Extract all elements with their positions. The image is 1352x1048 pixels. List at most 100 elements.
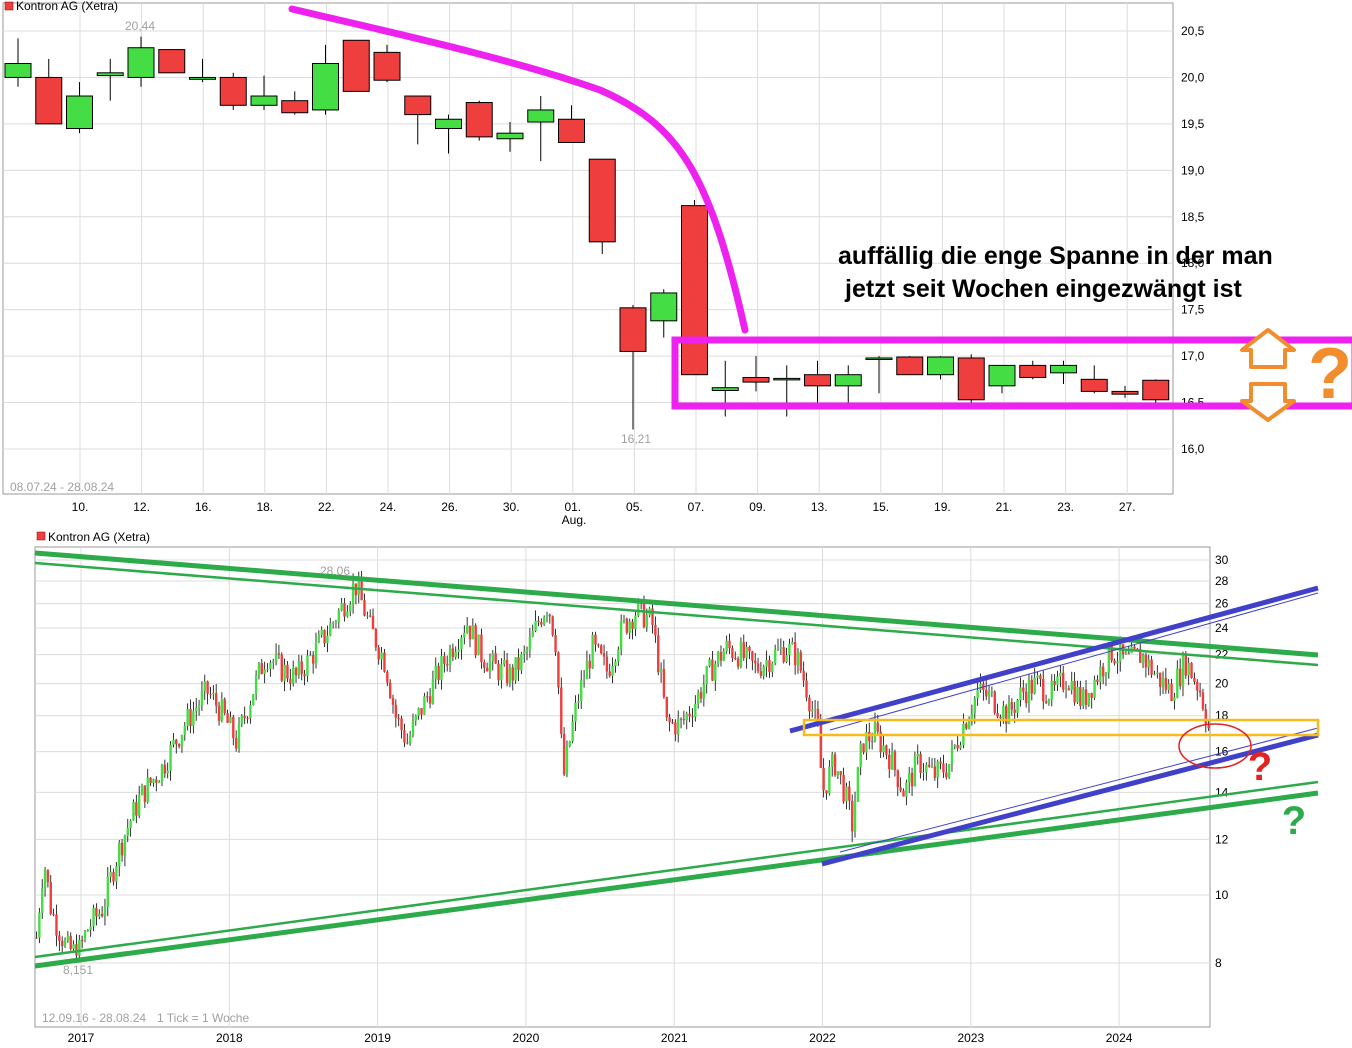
weekly-candle-body — [1099, 666, 1102, 683]
daily-y-ticks: 20,520,019,519,018,518,017,517,016,516,0 — [1181, 24, 1205, 456]
weekly-candle-body — [853, 801, 857, 832]
weekly-candle-body — [745, 646, 748, 658]
weekly-candle-body — [118, 842, 121, 867]
daily-candle-body — [496, 132, 524, 140]
weekly-candle-body — [605, 656, 609, 672]
orange-down-arrow-icon — [1240, 382, 1296, 422]
weekly-low-label: 8,151 — [63, 963, 93, 977]
weekly-candle-body — [534, 620, 537, 631]
weekly-candle-body — [1022, 687, 1025, 692]
blue-lower-channel-line — [821, 732, 1319, 867]
weekly-candle-body — [1079, 686, 1082, 706]
weekly-candle-body — [1053, 681, 1056, 685]
weekly-candle-body — [266, 668, 269, 670]
daily-y-tick-label: 19,0 — [1181, 163, 1205, 177]
weekly-candle-body — [229, 716, 232, 723]
weekly-candle-body — [571, 721, 574, 742]
weekly-candle-body — [480, 634, 483, 663]
daily-candle-body — [558, 118, 585, 143]
daily-candle-body — [1050, 364, 1077, 374]
daily-candle-body — [1080, 378, 1108, 392]
weekly-candle-body — [448, 648, 452, 666]
weekly-candle-body — [1002, 706, 1005, 719]
weekly-y-tick-label: 24 — [1215, 621, 1229, 635]
weekly-candle-body — [1039, 675, 1042, 680]
daily-x-tick-label: 24. — [380, 500, 397, 514]
weekly-candle-body — [591, 634, 594, 669]
weekly-candle-body — [890, 751, 894, 770]
daily-x-tick-label: 01. — [564, 500, 581, 514]
weekly-candle-body — [217, 705, 221, 721]
weekly-candle-body — [286, 664, 289, 679]
weekly-candle-body — [63, 940, 67, 947]
daily-y-tick-label: 20,5 — [1181, 24, 1205, 38]
weekly-candle-body — [1204, 709, 1207, 726]
weekly-candle-body — [1090, 693, 1093, 698]
weekly-candle-body — [910, 772, 914, 787]
weekly-candle-body — [836, 771, 840, 776]
weekly-candle-body — [873, 722, 877, 742]
weekly-candle-body — [993, 691, 996, 713]
weekly-candle-body — [1033, 677, 1036, 694]
weekly-candle-body — [254, 675, 258, 695]
weekly-candle-body — [805, 680, 808, 698]
weekly-candle-body — [146, 777, 149, 803]
daily-candle-body — [957, 357, 985, 401]
weekly-candle-body — [474, 625, 477, 656]
daily-y-tick-label: 19,5 — [1181, 117, 1205, 131]
weekly-candle-body — [588, 660, 591, 669]
green-upper-trendline-thick — [34, 550, 1319, 658]
weekly-candle-body — [277, 653, 281, 655]
orange-question-mark: ? — [1308, 334, 1352, 414]
weekly-candle-body — [260, 663, 264, 674]
daily-candle-body — [127, 47, 155, 78]
weekly-candle-body — [366, 615, 369, 617]
weekly-candle-body — [41, 888, 44, 913]
weekly-candle-body — [89, 926, 92, 930]
daily-candle-body — [1111, 390, 1139, 395]
weekly-candle-body — [870, 741, 874, 743]
weekly-candle-body — [434, 665, 437, 679]
weekly-candle-body — [289, 678, 292, 684]
weekly-candle-body — [300, 661, 303, 675]
weekly-candle-body — [848, 786, 851, 801]
weekly-candle-body — [243, 715, 246, 718]
weekly-x-tick-label: 2020 — [513, 1031, 540, 1045]
weekly-candle-body — [43, 870, 47, 889]
weekly-candle-body — [736, 658, 740, 667]
daily-y-tick-label: 18,0 — [1181, 256, 1205, 270]
weekly-y-tick-label: 16 — [1215, 745, 1229, 759]
weekly-candle-body — [454, 651, 457, 658]
weekly-candle-body — [66, 935, 70, 941]
weekly-candle-body — [135, 802, 138, 816]
weekly-candle-body — [463, 632, 466, 638]
weekly-candle-body — [331, 622, 335, 624]
weekly-candle-body — [49, 882, 52, 914]
daily-x-tick-label: 15. — [872, 500, 889, 514]
weekly-candle-body — [942, 763, 945, 773]
weekly-candle-body — [676, 718, 680, 735]
weekly-candle-body — [100, 913, 104, 917]
weekly-candle-body — [785, 655, 788, 663]
weekly-candle-body — [437, 665, 440, 681]
weekly-candle-body — [545, 614, 549, 618]
weekly-candle-body — [959, 745, 962, 749]
weekly-candle-body — [930, 766, 934, 768]
weekly-candle-body — [197, 705, 201, 709]
weekly-candle-body — [69, 935, 72, 949]
daily-x-tick-label: 09. — [749, 500, 766, 514]
weekly-candle-body — [830, 754, 834, 767]
weekly-candle-body — [445, 663, 449, 666]
daily-x-tick-label: 21. — [996, 500, 1013, 514]
weekly-y-tick-label: 12 — [1215, 832, 1229, 846]
weekly-candle-body — [833, 754, 837, 776]
weekly-candle-body — [768, 660, 771, 673]
weekly-candle-body — [212, 693, 215, 695]
weekly-candle-body — [1207, 725, 1210, 729]
weekly-candle-body — [451, 648, 455, 658]
weekly-candle-body — [157, 781, 161, 783]
weekly-candle-body — [291, 668, 295, 684]
weekly-candle-body — [537, 620, 540, 623]
daily-x-tick-label: 22. — [318, 500, 335, 514]
weekly-candle-body — [1156, 672, 1159, 674]
